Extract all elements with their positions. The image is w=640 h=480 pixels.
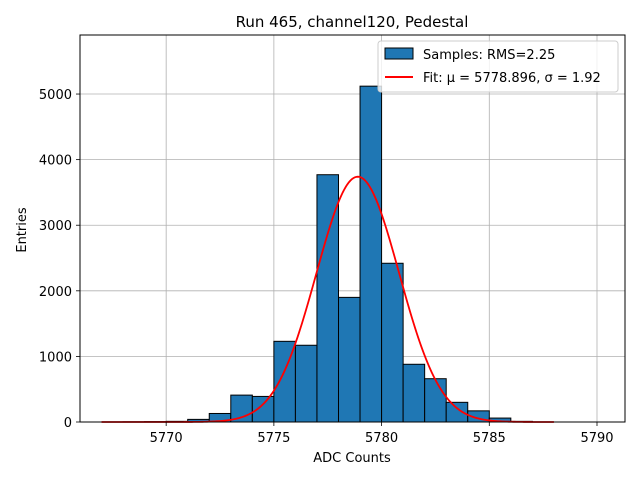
histogram-bar	[445, 401, 469, 423]
legend-fit-label: Fit: μ = 5778.896, σ = 1.92	[423, 71, 601, 86]
y-tick-label: 5000	[39, 88, 72, 103]
y-tick-label: 2000	[39, 285, 72, 300]
y-tick-label: 0	[64, 416, 72, 431]
chart-title: Run 465, channel120, Pedestal	[236, 13, 469, 31]
histogram-bar	[424, 378, 447, 423]
x-tick-label: 5785	[473, 431, 506, 446]
x-axis-label: ADC Counts	[313, 451, 391, 466]
x-axis-ticks: 5770 5775 5780 5785 5790	[150, 422, 614, 446]
histogram-bar	[359, 85, 383, 423]
y-axis-ticks: 0 1000 2000 3000 4000 5000	[39, 88, 80, 431]
y-tick-label: 4000	[39, 154, 72, 169]
legend-box	[377, 40, 619, 93]
histogram-bar	[381, 262, 404, 423]
x-tick-label: 5770	[150, 431, 183, 446]
histogram-bar	[251, 395, 275, 423]
histogram-bar	[294, 344, 318, 423]
y-tick-label: 3000	[39, 219, 72, 234]
y-tick-label: 1000	[39, 350, 72, 365]
plot-area-frame	[79, 34, 626, 423]
histogram-bar	[337, 296, 361, 423]
x-tick-label: 5780	[365, 431, 398, 446]
histogram-bars	[122, 85, 533, 423]
x-tick-label: 5775	[257, 431, 290, 446]
legend-histogram-label: Samples: RMS=2.25	[423, 48, 555, 63]
y-axis-label: Entries	[15, 207, 30, 253]
legend: Samples: RMS=2.25 Fit: μ = 5778.896, σ =…	[377, 40, 619, 93]
histogram-bar	[402, 363, 426, 423]
x-tick-label: 5790	[580, 431, 613, 446]
legend-histogram-swatch	[384, 47, 414, 60]
